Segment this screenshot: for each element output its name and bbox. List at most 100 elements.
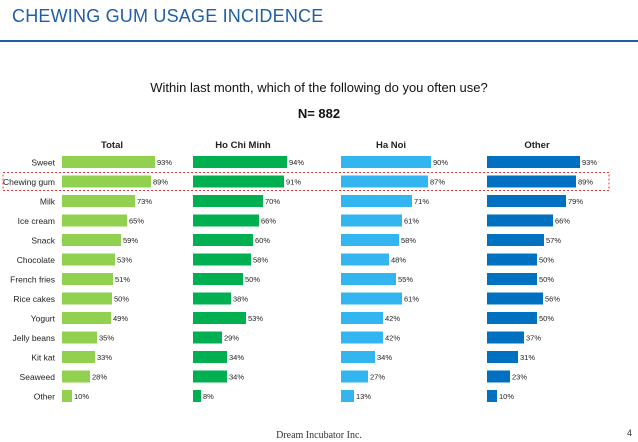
bar-other-chewing-gum <box>487 175 576 188</box>
bar-ho-chi-minh-ice-cream <box>193 214 259 227</box>
bar-ho-chi-minh-rice-cakes <box>193 292 231 305</box>
header-divider <box>0 40 638 42</box>
data-label-ha-noi-rice-cakes: 61% <box>404 295 419 304</box>
data-label-ho-chi-minh-milk: 70% <box>265 197 280 206</box>
data-label-ho-chi-minh-french-fries: 50% <box>245 275 260 284</box>
data-label-ha-noi-other: 13% <box>356 392 371 401</box>
data-label-ha-noi-kit-kat: 34% <box>377 353 392 362</box>
data-label-ho-chi-minh-kit-kat: 34% <box>229 353 244 362</box>
bar-ho-chi-minh-other <box>193 390 201 402</box>
data-label-other-chewing-gum: 89% <box>578 178 593 187</box>
bar-ho-chi-minh-jelly-beans <box>193 331 222 344</box>
category-label-chewing-gum: Chewing gum <box>3 177 55 187</box>
page-number: 4 <box>626 428 632 438</box>
bar-other-ice-cream <box>487 214 553 227</box>
data-label-ha-noi-jelly-beans: 42% <box>385 334 400 343</box>
bar-ha-noi-snack <box>341 234 399 246</box>
bar-ha-noi-seaweed <box>341 370 368 383</box>
data-label-ho-chi-minh-other: 8% <box>203 392 214 401</box>
bar-other-rice-cakes <box>487 292 543 305</box>
data-label-total-jelly-beans: 35% <box>99 334 114 343</box>
bar-ho-chi-minh-yogurt <box>193 312 246 324</box>
bar-ha-noi-milk <box>341 195 412 207</box>
bar-ho-chi-minh-snack <box>193 234 253 246</box>
data-label-ho-chi-minh-ice-cream: 66% <box>261 217 276 226</box>
bar-total-seaweed <box>62 370 90 383</box>
data-label-other-ice-cream: 66% <box>555 217 570 226</box>
data-label-other-rice-cakes: 56% <box>545 295 560 304</box>
category-label-seaweed: Seaweed <box>20 372 56 382</box>
data-label-total-french-fries: 51% <box>115 275 130 284</box>
data-label-other-milk: 79% <box>568 197 583 206</box>
bar-total-yogurt <box>62 312 111 324</box>
series-header-ho-chi-minh: Ho Chi Minh <box>215 140 271 151</box>
bar-other-french-fries <box>487 273 537 285</box>
bar-ho-chi-minh-milk <box>193 195 263 207</box>
data-label-ha-noi-snack: 58% <box>401 236 416 245</box>
data-label-other-french-fries: 50% <box>539 275 554 284</box>
data-label-total-chewing-gum: 89% <box>153 178 168 187</box>
bar-other-jelly-beans <box>487 331 524 344</box>
data-label-ho-chi-minh-chewing-gum: 91% <box>286 178 301 187</box>
data-label-ho-chi-minh-yogurt: 53% <box>248 314 263 323</box>
bar-ha-noi-jelly-beans <box>341 331 383 344</box>
data-label-ho-chi-minh-jelly-beans: 29% <box>224 334 239 343</box>
bar-ho-chi-minh-seaweed <box>193 370 227 383</box>
data-label-ha-noi-seaweed: 27% <box>370 373 385 382</box>
bar-other-sweet <box>487 156 580 168</box>
data-label-other-chocolate: 50% <box>539 256 554 265</box>
data-label-ho-chi-minh-snack: 60% <box>255 236 270 245</box>
data-label-ho-chi-minh-seaweed: 34% <box>229 373 244 382</box>
footer-company: Dream Incubator Inc. <box>276 430 362 441</box>
data-label-ha-noi-french-fries: 55% <box>398 275 413 284</box>
series-header-total: Total <box>101 140 123 151</box>
data-label-ha-noi-milk: 71% <box>414 197 429 206</box>
bar-ha-noi-yogurt <box>341 312 383 324</box>
data-label-ha-noi-yogurt: 42% <box>385 314 400 323</box>
bar-total-chocolate <box>62 253 115 266</box>
category-label-snack: Snack <box>31 236 55 246</box>
bar-total-french-fries <box>62 273 113 285</box>
survey-question: Within last month, which of the followin… <box>150 80 488 95</box>
bar-ha-noi-sweet <box>341 156 431 168</box>
data-label-total-other: 10% <box>74 392 89 401</box>
bar-total-other <box>62 390 72 402</box>
bar-ha-noi-french-fries <box>341 273 396 285</box>
bar-ha-noi-other <box>341 390 354 402</box>
data-label-other-jelly-beans: 37% <box>526 334 541 343</box>
data-label-total-snack: 59% <box>123 236 138 245</box>
bar-ha-noi-rice-cakes <box>341 292 402 305</box>
data-label-other-snack: 57% <box>546 236 561 245</box>
bar-ho-chi-minh-kit-kat <box>193 351 227 363</box>
category-label-other: Other <box>34 392 55 402</box>
series-header-ha-noi: Ha Noi <box>376 140 406 151</box>
data-label-total-rice-cakes: 50% <box>114 295 129 304</box>
data-label-total-sweet: 93% <box>157 158 172 167</box>
data-label-ha-noi-chocolate: 48% <box>391 256 406 265</box>
bar-other-milk <box>487 195 566 207</box>
bar-ha-noi-ice-cream <box>341 214 402 227</box>
data-label-total-yogurt: 49% <box>113 314 128 323</box>
data-label-ha-noi-chewing-gum: 87% <box>430 178 445 187</box>
data-label-other-seaweed: 23% <box>512 373 527 382</box>
data-label-other-sweet: 93% <box>582 158 597 167</box>
bar-total-ice-cream <box>62 214 127 227</box>
bar-other-other <box>487 390 497 402</box>
bar-other-snack <box>487 234 544 246</box>
category-label-kit-kat: Kit kat <box>31 353 55 363</box>
data-label-ho-chi-minh-rice-cakes: 38% <box>233 295 248 304</box>
data-label-total-ice-cream: 65% <box>129 217 144 226</box>
data-label-total-seaweed: 28% <box>92 373 107 382</box>
bar-total-sweet <box>62 156 155 168</box>
data-label-total-chocolate: 53% <box>117 256 132 265</box>
bar-total-chewing-gum <box>62 175 151 188</box>
category-label-sweet: Sweet <box>31 158 55 168</box>
bar-total-rice-cakes <box>62 292 112 305</box>
page-title: CHEWING GUM USAGE INCIDENCE <box>12 6 324 26</box>
bar-total-kit-kat <box>62 351 95 363</box>
bar-ha-noi-chewing-gum <box>341 175 428 188</box>
bar-other-chocolate <box>487 253 537 266</box>
data-label-other-other: 10% <box>499 392 514 401</box>
bar-other-kit-kat <box>487 351 518 363</box>
bar-ho-chi-minh-chocolate <box>193 253 251 266</box>
